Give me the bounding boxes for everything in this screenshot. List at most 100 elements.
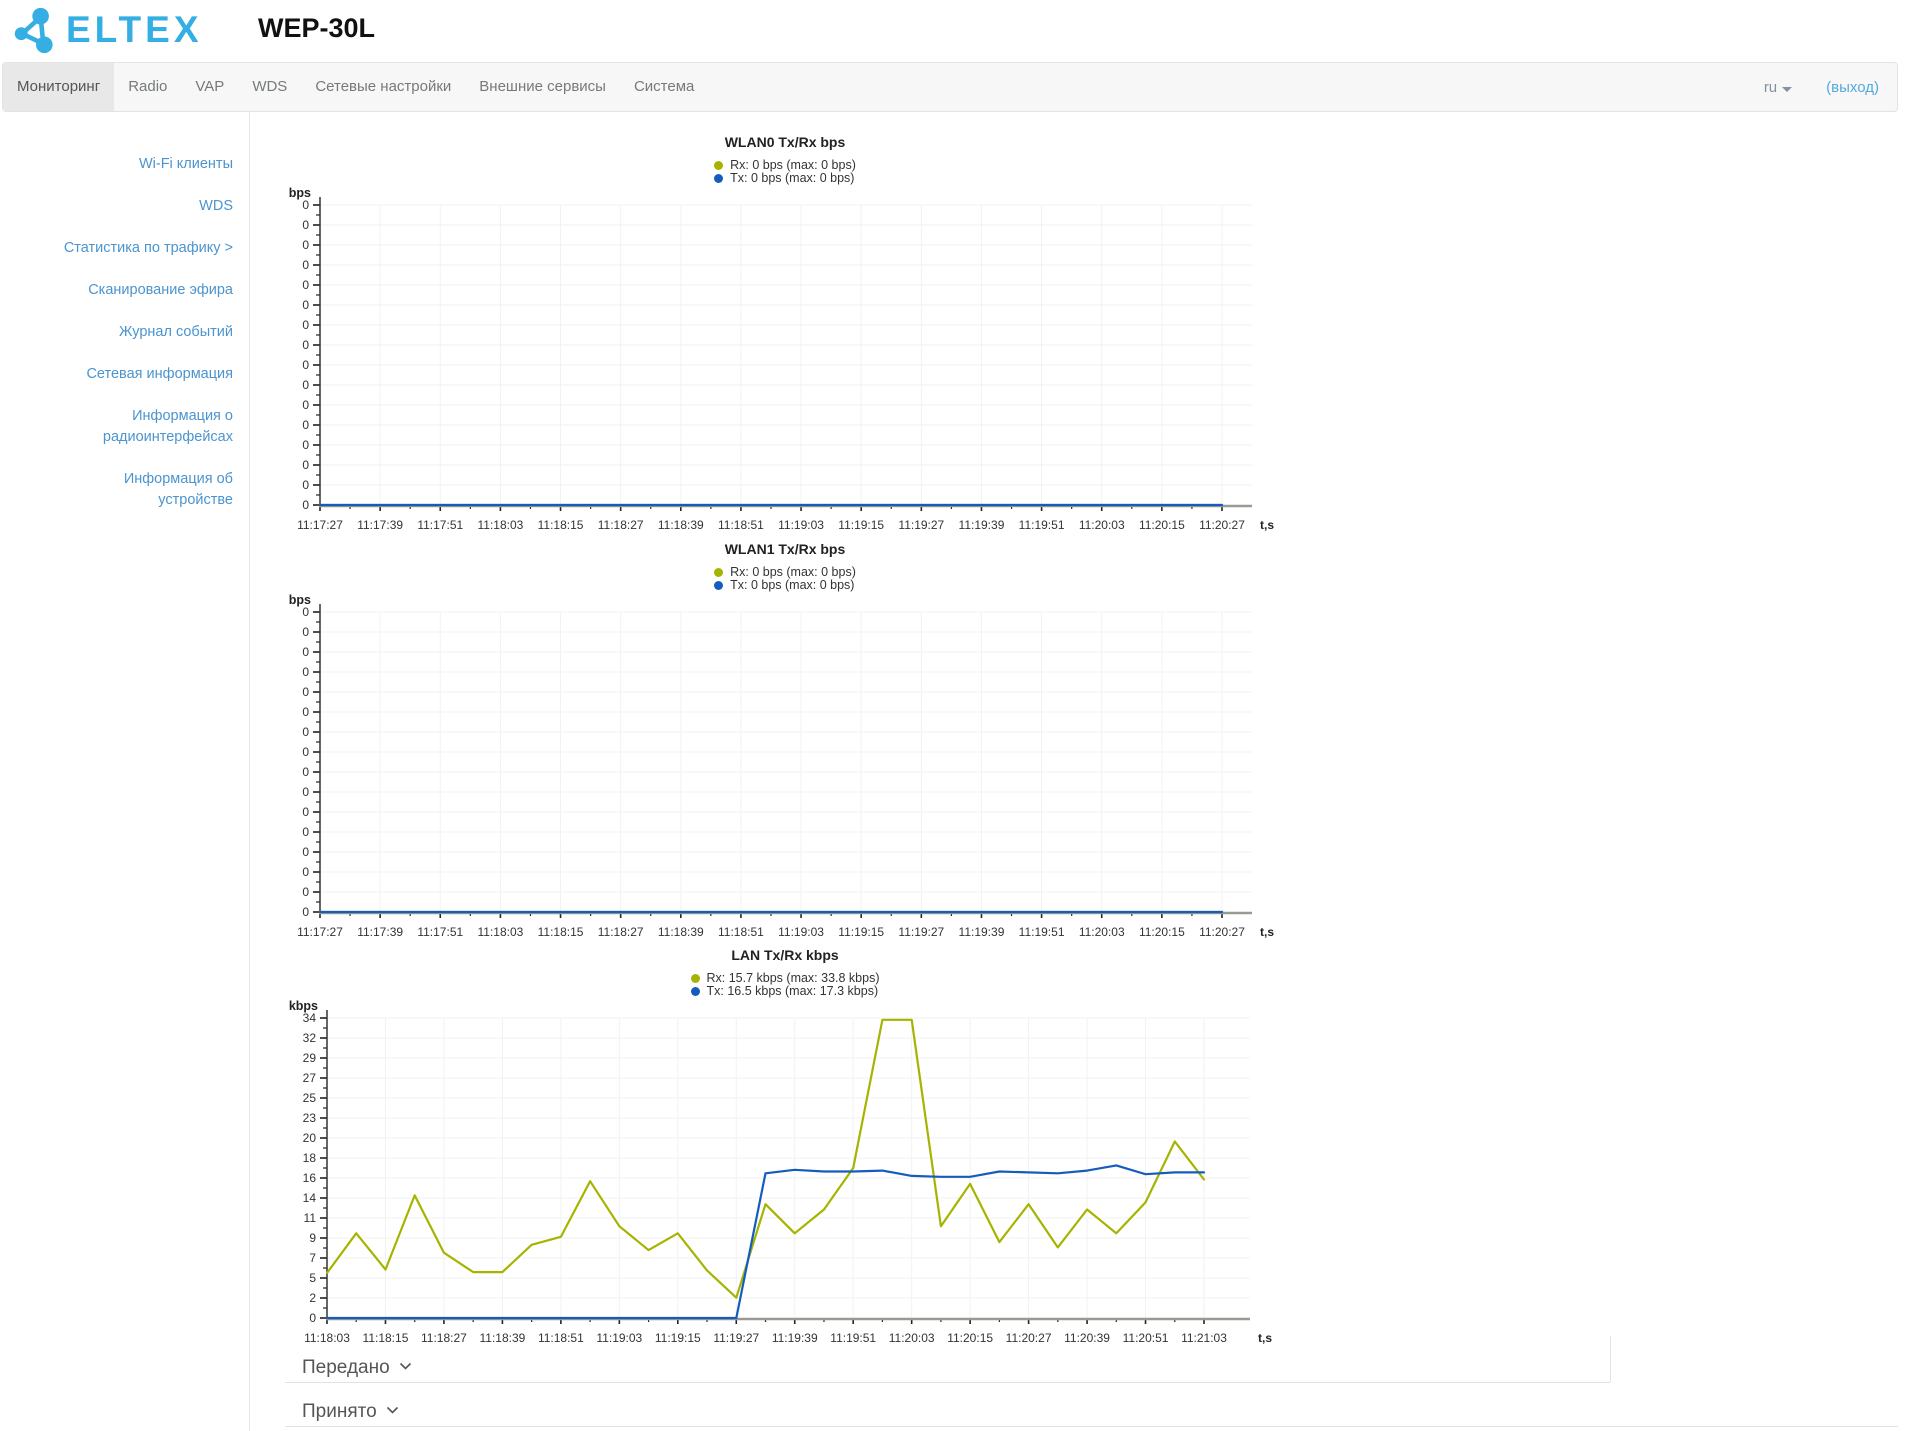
legend-row-rx: Rx: 0 bps (max: 0 bps) (714, 566, 856, 579)
y-tick-label: 0 (302, 378, 309, 392)
x-tick-label: 11:18:39 (658, 925, 704, 939)
sidebar-item-air-scan[interactable]: Сканирование эфира (88, 282, 233, 298)
sidebar-item-traffic-statistics[interactable]: Статистика по трафику > (63, 240, 233, 256)
y-tick-label: 14 (303, 1191, 317, 1205)
y-tick-label: 0 (302, 298, 309, 312)
tx-legend-dot (714, 581, 724, 590)
x-tick-label: 11:19:27 (898, 925, 944, 939)
sidebar-item-wifi-clients[interactable]: Wi-Fi клиенты (138, 156, 233, 172)
legend-text-tx: Tx: 0 bps (max: 0 bps) (730, 578, 855, 592)
logout-link[interactable]: (выход) (1826, 78, 1879, 96)
y-tick-label: 0 (302, 785, 309, 799)
x-axis-unit-label: t,s (1260, 518, 1274, 532)
y-tick-label: 0 (302, 705, 309, 719)
language-label: ru (1763, 78, 1778, 96)
y-tick-label: 0 (302, 478, 309, 492)
x-tick-label: 11:19:03 (596, 1331, 642, 1345)
chart-wlan0: 0 0 0 0 0 0 0 0 0 0 0 0 0 0 0 0 bps 11:17:27 11:17:39 11:17… (230, 130, 1370, 535)
x-tick-label: 11:20:27 (1199, 925, 1245, 939)
chart-legend: Rx: 0 bps (max: 0 bps) Tx: 0 bps (max: 0… (230, 566, 1340, 594)
chart-wlan1: 0 0 0 0 0 0 0 0 0 0 0 0 0 0 0 0 bps 11:17:27 11:17:39 11:17… (230, 537, 1370, 942)
y-tick-label: 18 (303, 1151, 317, 1165)
y-tick-label: 0 (302, 625, 309, 639)
language-selector[interactable]: ru (1763, 78, 1793, 96)
logo-molecule-icon (14, 7, 53, 54)
y-tick-label: 0 (302, 825, 309, 839)
accordion-received[interactable]: Принято (302, 1401, 399, 1423)
x-tick-label: 11:18:03 (477, 925, 523, 939)
x-axis-unit-label: t,s (1260, 925, 1274, 939)
nav-tab-vap[interactable]: VAP (195, 78, 225, 95)
nav-tab-external-services[interactable]: Внешние сервисы (479, 78, 606, 95)
sidebar-item-wds[interactable]: WDS (199, 198, 233, 214)
x-tick-label: 11:18:15 (538, 925, 584, 939)
nav-tab-radio[interactable]: Radio (128, 78, 168, 95)
sidebar: Wi-Fi клиенты WDS Статистика по трафику > С… (0, 112, 250, 1431)
y-tick-label: 0 (302, 885, 309, 899)
y-tick-label: 0 (302, 645, 309, 659)
sidebar-item-device-info[interactable]: Информация об устройстве (123, 471, 233, 508)
legend-text-tx: Tx: 16.5 kbps (max: 17.3 kbps) (706, 984, 879, 998)
device-title: WEP-30L (258, 13, 376, 43)
y-tick-label: 0 (302, 498, 309, 512)
y-tick-label: 23 (303, 1111, 317, 1125)
y-tick-label: 0 (302, 398, 309, 412)
y-tick-label: 0 (302, 278, 309, 292)
y-tick-label: 2 (309, 1291, 316, 1305)
sidebar-item-event-log[interactable]: Журнал событий (119, 324, 233, 340)
x-tick-label: 11:18:03 (477, 518, 523, 532)
y-tick-label: 0 (302, 685, 309, 699)
nav-tab-wds[interactable]: WDS (252, 78, 288, 95)
y-axis-unit-label: bps (289, 593, 311, 607)
legend-text-rx: Rx: 15.7 kbps (max: 33.8 kbps) (706, 971, 880, 985)
chart-legend: Rx: 15.7 kbps (max: 33.8 kbps) Tx: 16.5 … (230, 972, 1340, 1000)
caret-down-icon (1782, 86, 1793, 92)
x-tick-label: 11:19:15 (655, 1331, 701, 1345)
x-tick-label: 11:19:39 (959, 925, 1005, 939)
legend-row-rx: Rx: 0 bps (max: 0 bps) (714, 159, 856, 172)
legend-row-tx: Tx: 0 bps (max: 0 bps) (714, 579, 856, 592)
x-tick-label: 11:18:27 (421, 1331, 467, 1345)
y-tick-label: 0 (302, 438, 309, 452)
x-tick-label: 11:20:39 (1064, 1331, 1110, 1345)
x-tick-label: 11:18:51 (718, 925, 764, 939)
x-tick-label: 11:19:51 (1019, 925, 1065, 939)
x-tick-label: 11:17:27 (297, 518, 343, 532)
x-tick-label: 11:20:51 (1123, 1331, 1169, 1345)
x-tick-label: 11:18:15 (538, 518, 584, 532)
nav-tab-network-settings[interactable]: Сетевые настройки (315, 78, 452, 95)
rx-legend-dot (714, 568, 724, 577)
y-tick-label: 34 (303, 1011, 317, 1025)
legend-row-tx: Tx: 0 bps (max: 0 bps) (714, 172, 856, 185)
legend-text-rx: Rx: 0 bps (max: 0 bps) (730, 565, 856, 579)
nav-tab-system[interactable]: Система (633, 78, 695, 95)
rx-legend-dot (714, 161, 724, 170)
y-tick-label: 16 (303, 1171, 317, 1185)
y-tick-label: 7 (309, 1251, 316, 1265)
accordion-received-label: Принято (302, 1401, 377, 1422)
y-tick-label: 0 (302, 458, 309, 472)
x-tick-label: 11:17:51 (417, 925, 463, 939)
x-tick-label: 11:18:03 (304, 1331, 350, 1345)
accordion-transmitted[interactable]: Передано (302, 1357, 412, 1379)
legend-row-rx: Rx: 15.7 kbps (max: 33.8 kbps) (690, 971, 880, 985)
x-tick-label: 11:20:03 (1079, 925, 1125, 939)
x-axis-unit-label: t,s (1258, 1331, 1272, 1345)
y-tick-label: 29 (303, 1051, 317, 1065)
nav-tab-monitoring[interactable]: Мониторинг (3, 63, 115, 111)
legend-row-tx: Tx: 16.5 kbps (max: 17.3 kbps) (690, 984, 880, 998)
chart-title: WLAN0 Tx/Rx bps (724, 134, 846, 150)
x-tick-label: 11:17:51 (417, 518, 463, 532)
panel-right-border (1610, 1336, 1611, 1382)
y-tick-label: 27 (303, 1071, 317, 1085)
sidebar-item-radio-interface-info[interactable]: Информация о радиоинтерфейсах (102, 408, 233, 445)
x-tick-label: 11:17:27 (297, 925, 343, 939)
divider (285, 1426, 1898, 1427)
x-tick-label: 11:20:03 (1079, 518, 1125, 532)
sidebar-item-network-info[interactable]: Сетевая информация (86, 366, 233, 382)
y-tick-label: 0 (302, 258, 309, 272)
tx-series-line (325, 1164, 1206, 1320)
